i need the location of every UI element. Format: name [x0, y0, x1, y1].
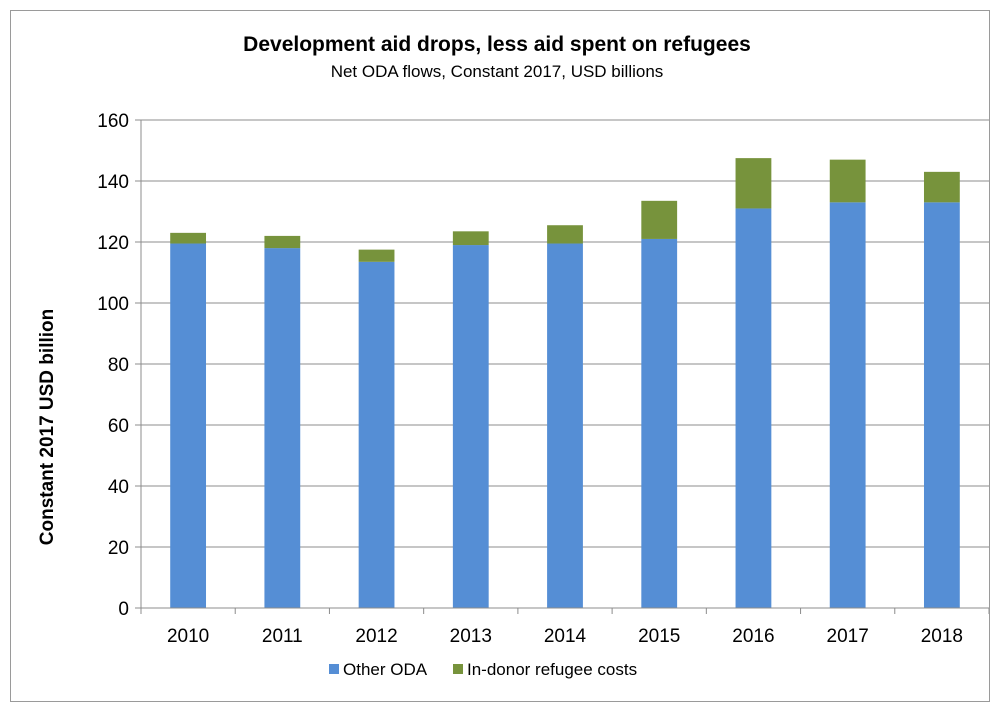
y-tick-label: 120: [97, 233, 129, 254]
bars-layer: [170, 158, 960, 609]
bar-other-oda-2017: [829, 202, 866, 608]
x-tick-label: 2015: [638, 626, 680, 647]
legend-label-other-oda: Other ODA: [343, 660, 428, 679]
y-tick-label: 40: [108, 477, 129, 498]
chart-title: Development aid drops, less aid spent on…: [243, 33, 751, 56]
legend: Other ODA In-donor refugee costs: [329, 660, 637, 679]
bar-other-oda-2010: [170, 243, 207, 608]
x-tick-label: 2010: [167, 626, 209, 647]
y-axis-label: Constant 2017 USD billion: [37, 309, 58, 545]
y-tick-label: 20: [108, 538, 129, 559]
x-tick-label: 2017: [827, 626, 869, 647]
bar-other-oda-2011: [264, 248, 301, 608]
bar-refugee-costs-2014: [547, 225, 583, 244]
y-tick-label: 0: [118, 599, 129, 620]
bar-refugee-costs-2017: [829, 159, 866, 203]
ticks-layer: 0 20 40 60 80 100 120 140 160 2010 2011 2012 2013 201…: [97, 111, 963, 647]
x-tick-label: 2018: [921, 626, 963, 647]
bar-refugee-costs-2010: [170, 232, 207, 244]
x-tick-label: 2016: [732, 626, 774, 647]
legend-label-refugee-costs: In-donor refugee costs: [467, 660, 637, 679]
legend-swatch-other-oda: [329, 664, 339, 674]
bar-other-oda-2016: [735, 208, 772, 608]
y-tick-label: 160: [97, 111, 129, 132]
bar-refugee-costs-2012: [358, 249, 395, 262]
bar-refugee-costs-2018: [923, 171, 960, 203]
bar-refugee-costs-2011: [264, 235, 301, 249]
chart-frame: Development aid drops, less aid spent on…: [10, 10, 990, 702]
bar-other-oda-2015: [641, 238, 678, 608]
x-tick-label: 2014: [544, 626, 587, 647]
y-tick-label: 100: [97, 294, 129, 315]
bar-refugee-costs-2013: [452, 231, 489, 246]
chart-svg: Development aid drops, less aid spent on…: [37, 33, 989, 679]
bar-other-oda-2014: [547, 243, 583, 608]
x-tick-label: 2011: [262, 626, 303, 647]
legend-swatch-refugee-costs: [453, 664, 463, 674]
axes-layer: [135, 119, 989, 614]
y-tick-label: 80: [108, 355, 129, 376]
bar-other-oda-2018: [923, 202, 960, 608]
y-tick-label: 140: [97, 172, 129, 193]
y-tick-label: 60: [108, 416, 129, 437]
bar-refugee-costs-2015: [641, 200, 678, 239]
bar-refugee-costs-2016: [735, 158, 772, 209]
bar-other-oda-2012: [358, 261, 395, 608]
x-tick-label: 2013: [450, 626, 492, 647]
x-tick-label: 2012: [355, 626, 397, 647]
bar-other-oda-2013: [452, 245, 489, 609]
chart-subtitle: Net ODA flows, Constant 2017, USD billio…: [331, 62, 664, 81]
